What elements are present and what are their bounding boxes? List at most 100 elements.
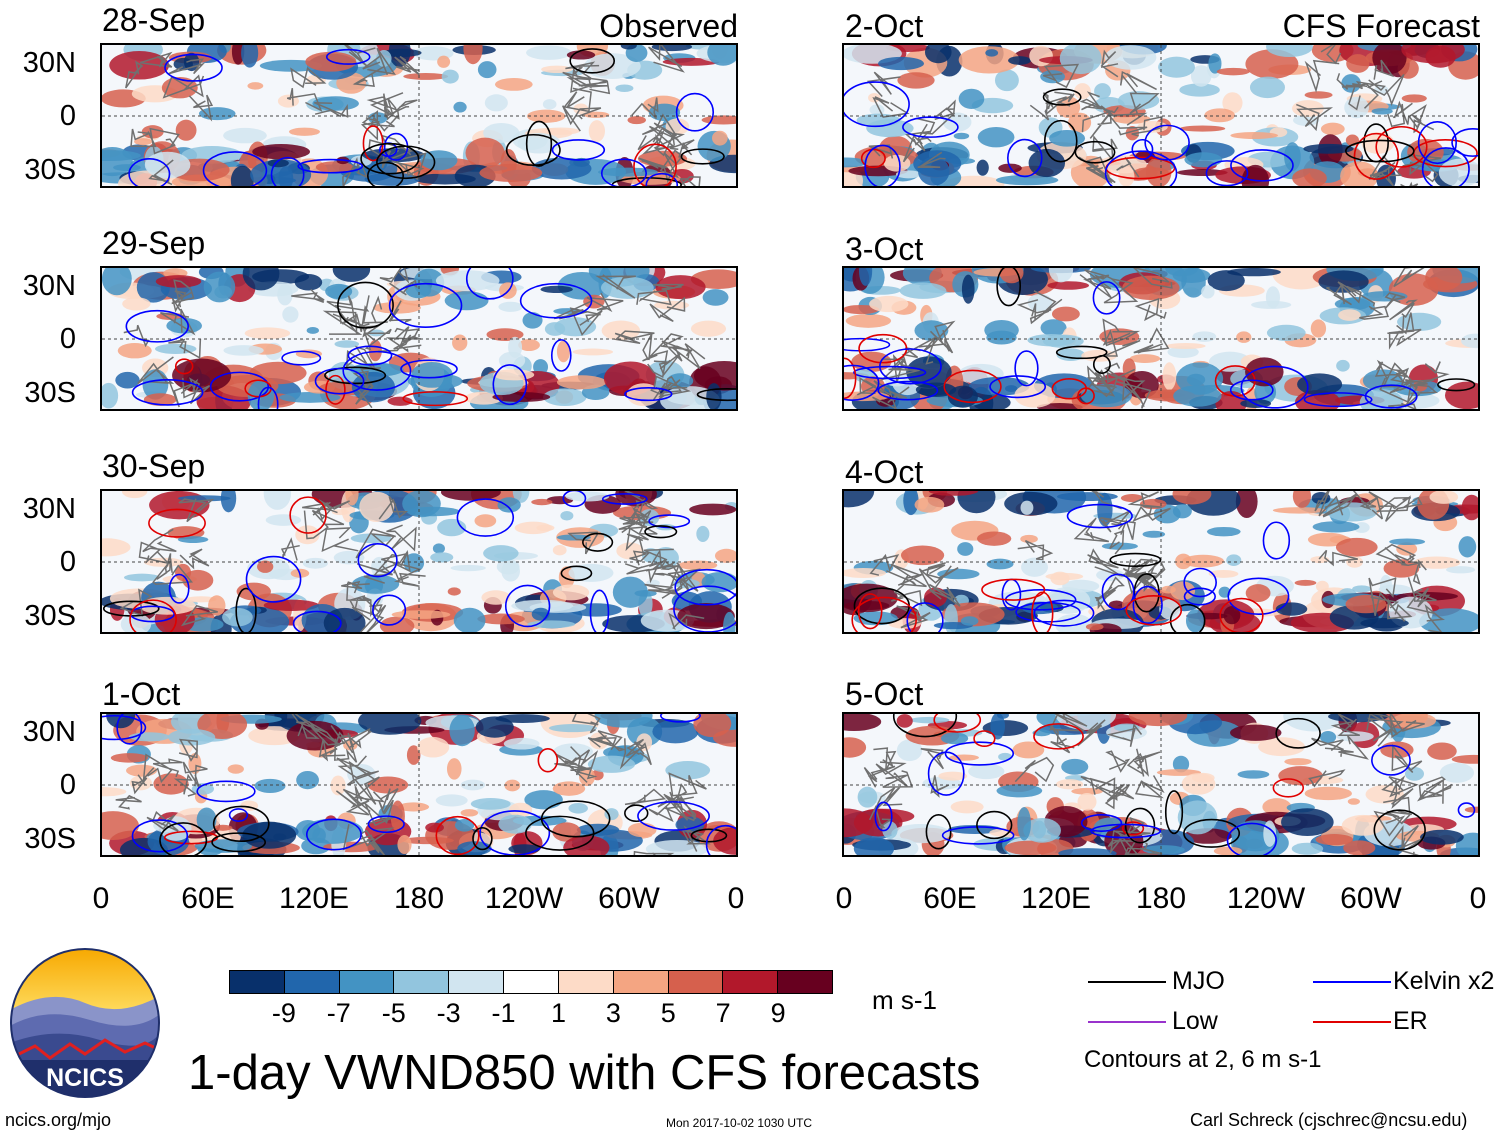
wave-contour [1033, 599, 1095, 627]
wave-contour [902, 116, 959, 138]
anomaly-blob [1201, 285, 1215, 299]
anomaly-blob [604, 808, 619, 821]
anomaly-blob [560, 511, 574, 521]
anomaly-blob [432, 543, 445, 554]
wave-contour [844, 337, 891, 352]
wave-contour [1272, 778, 1305, 798]
anomaly-blob [1245, 584, 1271, 603]
anomaly-blob [620, 45, 637, 50]
anomaly-blob [1167, 346, 1199, 358]
anomaly-blob [503, 737, 540, 750]
anomaly-blob [1230, 724, 1282, 741]
anomaly-blob [1062, 579, 1100, 593]
wave-contour [1109, 552, 1162, 568]
lon-label-left-60e: 60E [181, 882, 235, 915]
wave-contour [560, 565, 593, 582]
anomaly-blob [1048, 268, 1074, 283]
coastline [1296, 45, 1405, 132]
anomaly-blob [153, 773, 189, 795]
anomaly-blob [185, 596, 217, 603]
anomaly-blob [976, 159, 989, 176]
anomaly-blob [976, 531, 1012, 546]
legend-low-label: Low [1172, 1007, 1218, 1035]
anomaly-blob [244, 327, 291, 340]
anomaly-blob [509, 802, 533, 818]
wave-contour [925, 814, 952, 850]
anomaly-blob [382, 48, 422, 58]
anomaly-blob [437, 55, 451, 68]
wave-contour [1066, 503, 1133, 529]
anomaly-blob [1258, 737, 1305, 757]
colorbar-swatch [284, 971, 340, 993]
lon-label-left-120e: 120E [278, 882, 350, 915]
colorbar-swatch [778, 971, 832, 993]
wave-contour [1240, 365, 1309, 409]
wave-contour [492, 364, 528, 406]
anomaly-blob [677, 602, 735, 630]
wave-contour [519, 282, 593, 319]
wave-contour [324, 366, 387, 385]
coastline [1017, 491, 1171, 561]
anomaly-blob [315, 161, 354, 173]
anomaly-blob [1227, 268, 1281, 277]
wave-contour [690, 828, 728, 843]
wave-contour [540, 800, 611, 838]
coastline [642, 333, 706, 401]
map-field [102, 714, 736, 855]
anomaly-blob [950, 800, 984, 814]
wave-contour [1080, 813, 1123, 832]
wave-contour [456, 498, 515, 537]
anomaly-blob [949, 754, 979, 761]
wave-contour [644, 525, 678, 539]
anomaly-blob [844, 737, 867, 758]
anomaly-blob [588, 120, 606, 142]
lon-label-right-end: 0 [1469, 882, 1487, 915]
anomaly-blob [1061, 758, 1089, 775]
anomaly-blob [1235, 491, 1258, 518]
coastline [1374, 359, 1450, 409]
anomaly-blob [924, 45, 952, 64]
anomaly-blob [1159, 599, 1181, 620]
anomaly-blob [1206, 526, 1241, 537]
anomaly-blob [675, 816, 705, 833]
anomaly-blob [1378, 584, 1412, 595]
wave-contour [680, 148, 725, 165]
map-panel [842, 43, 1480, 188]
anomaly-blob [1371, 108, 1393, 115]
anomaly-blob [1068, 112, 1092, 133]
anomaly-blob [594, 714, 653, 728]
lat-30s-1: 30S [24, 154, 76, 186]
anomaly-blob [102, 811, 139, 841]
wave-contour [1132, 585, 1163, 625]
wave-contour [292, 610, 342, 632]
map-field [102, 268, 736, 409]
anomaly-blob [1427, 742, 1457, 760]
anomaly-blob [444, 291, 489, 311]
anomaly-blob [493, 369, 535, 381]
anomaly-blob [891, 823, 951, 844]
anomaly-blob [333, 550, 365, 565]
footer-url[interactable]: ncics.org/mjo [5, 1110, 112, 1130]
anomaly-blob [417, 736, 450, 758]
anomaly-blob [110, 753, 149, 763]
anomaly-blob [1284, 142, 1301, 172]
anomaly-blob [961, 274, 975, 304]
anomaly-blob [1184, 152, 1223, 168]
anomaly-blob [121, 491, 148, 499]
anomaly-blob [479, 163, 543, 182]
anomaly-blob [953, 132, 970, 140]
wave-contour [1421, 147, 1470, 186]
lat-eq-1: 0 [59, 100, 76, 132]
anomaly-blob [1208, 569, 1239, 578]
wave-contour [367, 815, 405, 834]
wave-contour [976, 810, 1013, 840]
anomaly-blob [102, 538, 131, 557]
wave-contour [1169, 603, 1206, 632]
wave-contour [1230, 149, 1294, 182]
footer-credit: Carl Schreck (cjschrec@ncsu.edu) [1190, 1110, 1468, 1130]
anomaly-blob [227, 764, 244, 774]
map-panel [842, 712, 1480, 857]
legend-er-line [1313, 1021, 1391, 1023]
coastline [280, 495, 417, 561]
anomaly-blob [449, 714, 475, 747]
